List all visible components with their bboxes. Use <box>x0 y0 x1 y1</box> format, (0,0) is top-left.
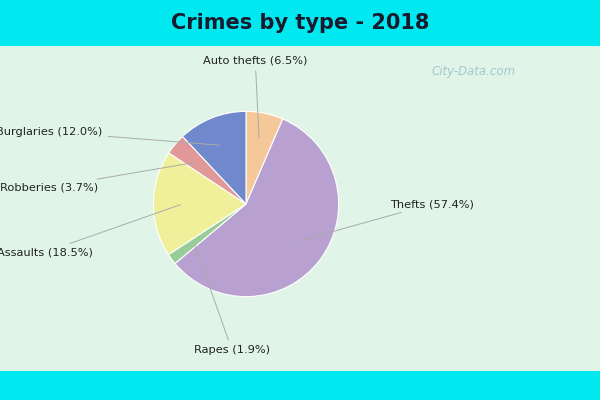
Text: Assaults (18.5%): Assaults (18.5%) <box>0 205 181 257</box>
Wedge shape <box>169 204 246 264</box>
Wedge shape <box>154 153 246 255</box>
Text: Auto thefts (6.5%): Auto thefts (6.5%) <box>203 56 307 138</box>
Text: Robberies (3.7%): Robberies (3.7%) <box>0 163 194 192</box>
Text: Thefts (57.4%): Thefts (57.4%) <box>299 199 473 241</box>
Wedge shape <box>169 136 246 204</box>
Text: Crimes by type - 2018: Crimes by type - 2018 <box>171 13 429 33</box>
Wedge shape <box>175 119 338 297</box>
Text: City-Data.com: City-Data.com <box>432 66 516 78</box>
Text: Rapes (1.9%): Rapes (1.9%) <box>194 245 270 355</box>
Wedge shape <box>182 111 246 204</box>
Text: Burglaries (12.0%): Burglaries (12.0%) <box>0 127 220 145</box>
Wedge shape <box>246 111 283 204</box>
